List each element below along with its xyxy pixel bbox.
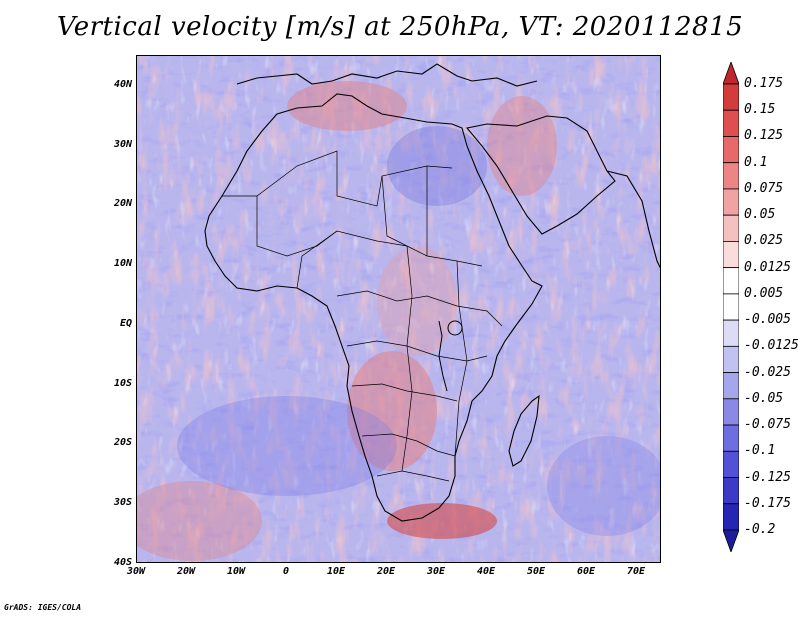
- colorbar-segment: [723, 267, 739, 295]
- colorbar-label: -0.05: [744, 390, 784, 406]
- colorbar-top-arrow: [723, 62, 739, 85]
- lon-label: 20E: [376, 566, 396, 577]
- europe-coastline: [236, 63, 538, 87]
- lake-victoria: [447, 320, 463, 336]
- country-borders: [222, 150, 503, 482]
- chart-title: Vertical velocity [m/s] at 250hPa, VT: 2…: [56, 12, 744, 42]
- lat-label: 10S: [113, 377, 132, 389]
- lon-label: 20W: [176, 566, 196, 577]
- lon-label: 40E: [476, 566, 496, 577]
- colorbar-segment: [723, 214, 739, 242]
- colorbar-label: 0.075: [744, 180, 784, 196]
- madagascar-coastline: [508, 394, 540, 467]
- india-coastline: [606, 170, 660, 269]
- colorbar-bottom-arrow: [723, 529, 739, 552]
- warm-region-south-tip: [387, 503, 497, 539]
- lat-label: 20N: [113, 198, 132, 210]
- coastlines: [204, 63, 660, 522]
- lon-label: 30W: [126, 566, 146, 577]
- colorbar-segment: [723, 83, 739, 111]
- colorbar-label: 0.15: [744, 102, 776, 118]
- lat-label: 30N: [113, 138, 132, 150]
- lakes: [438, 320, 463, 392]
- colorbar-segment: [723, 345, 739, 373]
- colorbar-label: 0.1: [744, 154, 768, 170]
- warm-region-south-atlantic: [137, 481, 262, 561]
- warm-region-central-africa: [377, 246, 457, 356]
- warm-region-arabia: [487, 96, 557, 196]
- cool-region-indian-ocean: [547, 436, 660, 536]
- colorbar-segment: [723, 398, 739, 426]
- lon-label: 30E: [426, 566, 446, 577]
- lon-label: 10W: [226, 566, 246, 577]
- lat-label: 40N: [113, 78, 132, 90]
- field-white-streaks: [137, 56, 660, 562]
- colorbar-label: -0.075: [744, 417, 791, 433]
- grads-credit: GrADS: IGES/COLA: [4, 603, 82, 612]
- colorbar-label: -0.005: [744, 312, 791, 328]
- colorbar-segment: [723, 503, 739, 531]
- colorbar-label: -0.125: [744, 469, 791, 485]
- lat-label: 30S: [113, 497, 132, 509]
- lon-label: 70E: [626, 566, 646, 577]
- colorbar-label: 0.005: [744, 285, 784, 301]
- colorbar-label: -0.175: [744, 495, 791, 511]
- lat-label: 40S: [113, 557, 132, 568]
- great-lakes: [438, 320, 448, 392]
- colorbar-segment: [723, 372, 739, 400]
- colorbar-segment: [723, 293, 739, 321]
- colorbar-label: -0.025: [744, 364, 791, 380]
- colorbar-label: 0.0125: [744, 259, 791, 275]
- colorbar-segment: [723, 450, 739, 478]
- lat-label: 20S: [113, 437, 132, 449]
- warm-region-north-africa: [287, 81, 407, 131]
- colorbar-segment: [723, 319, 739, 347]
- lat-label: EQ: [119, 317, 132, 329]
- lon-label: 0: [282, 566, 290, 577]
- colorbar-label: 0.125: [744, 128, 784, 144]
- colorbar-label: 0.025: [744, 233, 784, 249]
- colorbar-segment: [723, 477, 739, 505]
- africa-coastline: [204, 93, 543, 522]
- colorbar-label: -0.2: [744, 522, 776, 537]
- colorbar-segment: [723, 162, 739, 190]
- lon-label: 60E: [576, 566, 596, 577]
- cool-region-egypt: [387, 126, 487, 206]
- velocity-field-map: [137, 56, 660, 562]
- lon-label: 50E: [526, 566, 546, 577]
- warm-region-southern-africa: [347, 351, 437, 471]
- colorbar-segment: [723, 241, 739, 269]
- colorbar-label: 0.05: [744, 207, 776, 223]
- cool-region-atlantic: [177, 396, 397, 496]
- lat-label: 10N: [113, 258, 132, 270]
- colorbar-segment: [723, 109, 739, 137]
- colorbar-segment: [723, 188, 739, 216]
- arabia-coastline: [465, 115, 616, 235]
- colorbar-label: 0.175: [744, 76, 784, 91]
- colorbar-label: -0.1: [744, 443, 776, 459]
- colorbar-segment: [723, 424, 739, 452]
- map-panel: [136, 55, 661, 563]
- colorbar-segment: [723, 136, 739, 164]
- colorbar-label: -0.0125: [744, 338, 799, 354]
- colorbar: [723, 62, 739, 552]
- lon-label: 10E: [326, 566, 346, 577]
